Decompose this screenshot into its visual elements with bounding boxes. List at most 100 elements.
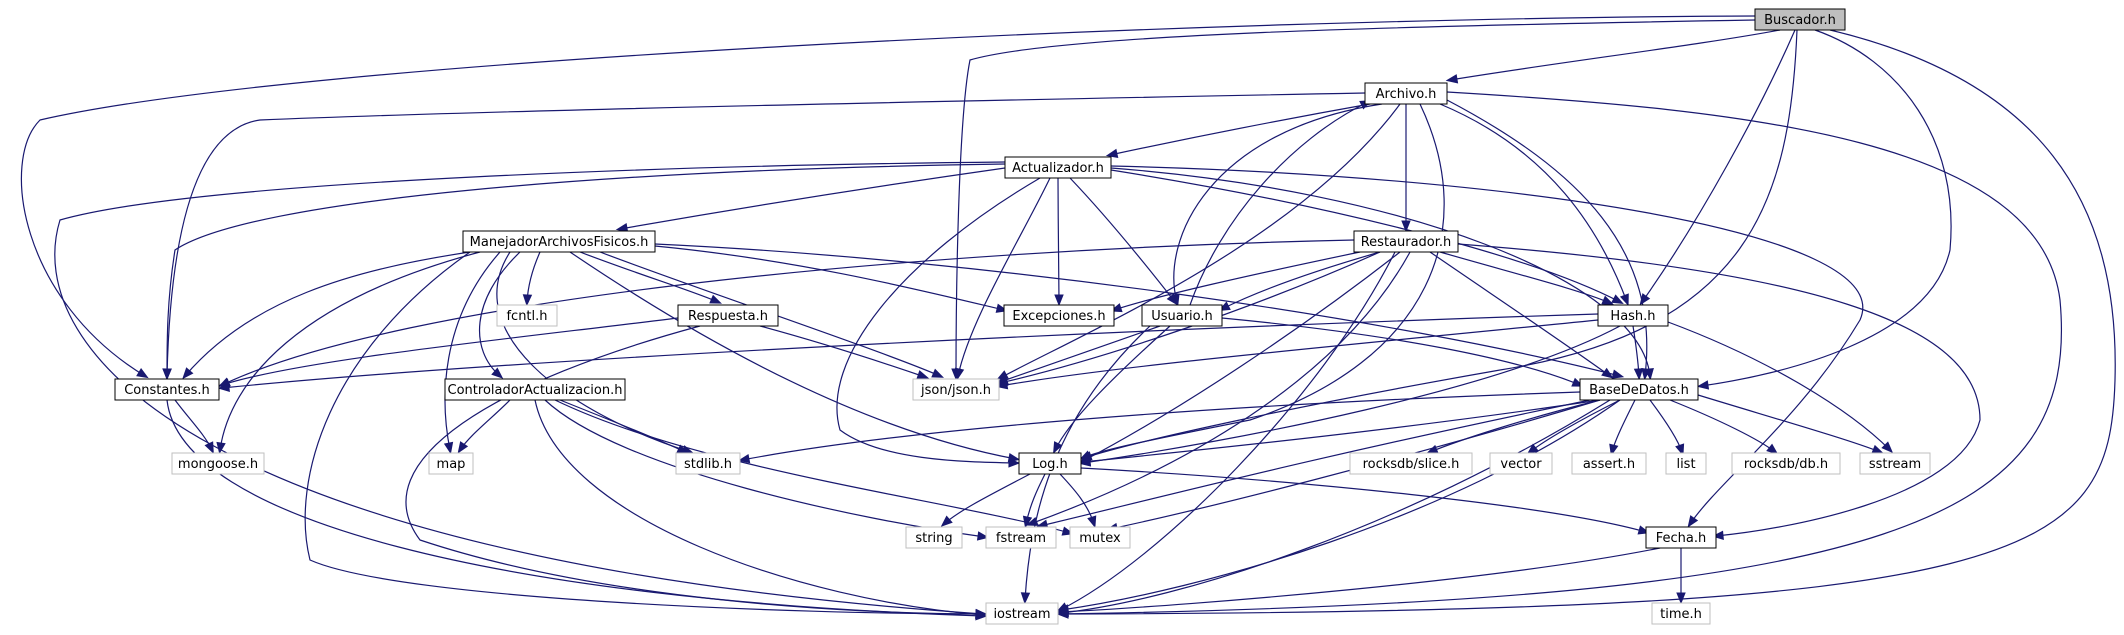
edge-line (1439, 251, 1611, 304)
edge-basededatos-rocksdbdb (1669, 399, 1779, 455)
node-label: assert.h (1583, 457, 1635, 472)
edge-line (1069, 177, 1176, 303)
node-label: Restaurador.h (1361, 235, 1452, 250)
edge-controlador-map (457, 399, 511, 454)
edge-line (54, 161, 1006, 615)
node-mutex[interactable]: mutex (1069, 526, 1131, 549)
node-time[interactable]: time.h (1651, 602, 1711, 625)
edge-line (1060, 91, 2063, 615)
node-excepciones[interactable]: Excepciones.h (1003, 304, 1115, 327)
edge-arrowhead (522, 294, 533, 307)
node-constantes[interactable]: Constantes.h (114, 378, 220, 401)
node-basededatos[interactable]: BaseDeDatos.h (1579, 378, 1699, 401)
node-log[interactable]: Log.h (1018, 452, 1082, 475)
node-assert[interactable]: assert.h (1571, 452, 1647, 475)
node-actualizador[interactable]: Actualizador.h (1004, 156, 1112, 179)
edge-line (1082, 251, 1401, 462)
edge-arrowhead (1056, 606, 1069, 617)
node-sstream[interactable]: sstream (1859, 452, 1931, 475)
edge-line (1109, 103, 1371, 156)
edge-basededatos-list (1649, 399, 1685, 457)
edge-line (1611, 399, 1636, 453)
edge-archivo-iostream (1056, 91, 2063, 619)
node-rocksdb-slice[interactable]: rocksdb/slice.h (1349, 452, 1473, 475)
edge-actualizador-manejador (615, 167, 1006, 233)
node-label: fcntl.h (506, 309, 547, 324)
edge-manejador-log (569, 251, 1021, 463)
edge-line (1054, 325, 1171, 451)
edge-respuesta-constantes (217, 317, 679, 388)
node-label: stdlib.h (684, 457, 732, 472)
edge-fecha-iostream (1056, 547, 1661, 617)
node-hash[interactable]: Hash.h (1597, 304, 1669, 327)
edge-line (304, 251, 984, 615)
edge-log-fecha (1080, 467, 1651, 535)
node-manejador[interactable]: ManejadorArchivosFisicos.h (462, 230, 656, 253)
node-label: Hash.h (1610, 309, 1655, 324)
node-respuesta[interactable]: Respuesta.h (677, 304, 779, 327)
edge-controlador-mutex (554, 399, 1075, 536)
edge-line (579, 251, 719, 303)
node-fstream[interactable]: fstream (985, 526, 1057, 549)
node-restaurador[interactable]: Restaurador.h (1353, 230, 1459, 253)
node-list[interactable]: list (1665, 452, 1707, 475)
node-label: rocksdb/db.h (1744, 457, 1828, 472)
edge-line (957, 177, 1051, 377)
edge-archivo-restaurador (1401, 104, 1411, 233)
node-stdlib[interactable]: stdlib.h (675, 452, 741, 475)
node-controlador[interactable]: ControladorActualizacion.h (444, 378, 626, 401)
node-label: time.h (1660, 607, 1702, 622)
edge-arrowhead (737, 453, 751, 464)
edge-arrowhead (954, 367, 965, 381)
edge-archivo-actualizador (1105, 103, 1371, 159)
edge-buscador-basededatos (1696, 29, 1952, 390)
edge-arrowhead (1105, 148, 1119, 159)
node-iostream[interactable]: iostream (985, 602, 1059, 625)
node-string[interactable]: string (905, 526, 963, 549)
node-vector[interactable]: vector (1489, 452, 1553, 475)
edge-line (1457, 243, 1981, 537)
edge-arrowhead (1711, 530, 1724, 541)
edge-archivo-hash (1439, 103, 1629, 307)
edge-arrowhead (1633, 368, 1644, 381)
edge-line (654, 243, 1621, 377)
edge-actualizador-usuario (1069, 177, 1178, 306)
edge-line (1113, 251, 1361, 311)
edge-line (569, 251, 1017, 460)
edge-line (459, 399, 511, 451)
edge-arrowhead (1609, 443, 1619, 457)
node-fecha[interactable]: Fecha.h (1645, 526, 1717, 549)
node-label: vector (1500, 457, 1542, 472)
edge-line (219, 251, 481, 451)
node-buscador[interactable]: Buscador.h (1754, 8, 1846, 31)
edge-fecha-time (1676, 548, 1686, 605)
node-archivo[interactable]: Archivo.h (1364, 82, 1448, 105)
edge-line (184, 251, 471, 377)
node-label: Actualizador.h (1012, 161, 1104, 176)
edge-line (1080, 467, 1647, 533)
node-label: fstream (996, 531, 1046, 546)
edge-constantes-iostream (166, 399, 988, 621)
nodes: Buscador.h Archivo.h Actualizador.h Mane… (114, 8, 1931, 625)
edge-arrowhead (1696, 380, 1710, 390)
edge-restaurador-usuario (1218, 251, 1381, 311)
node-fcntl[interactable]: fcntl.h (496, 304, 558, 327)
edge-line (1083, 29, 1798, 459)
edge-line (1446, 99, 1648, 377)
edge-line (1110, 167, 1651, 377)
edge-arrowhead (1087, 515, 1097, 529)
edge-line (1082, 103, 1445, 459)
node-label: ControladorActualizacion.h (448, 383, 623, 398)
edge-arrowhead (995, 380, 1009, 390)
edge-line (1039, 399, 1591, 527)
edge-arrowhead (1644, 368, 1654, 381)
node-usuario[interactable]: Usuario.h (1141, 304, 1223, 327)
node-mongoose[interactable]: mongoose.h (171, 452, 265, 475)
node-json[interactable]: json/json.h (912, 378, 1000, 401)
edge-line (1429, 399, 1601, 453)
edge-arrowhead (1881, 441, 1894, 454)
edge-arrowhead (217, 382, 230, 392)
node-map[interactable]: map (428, 452, 474, 475)
edge-manejador-map (443, 251, 501, 455)
node-rocksdb-db[interactable]: rocksdb/db.h (1731, 452, 1841, 475)
